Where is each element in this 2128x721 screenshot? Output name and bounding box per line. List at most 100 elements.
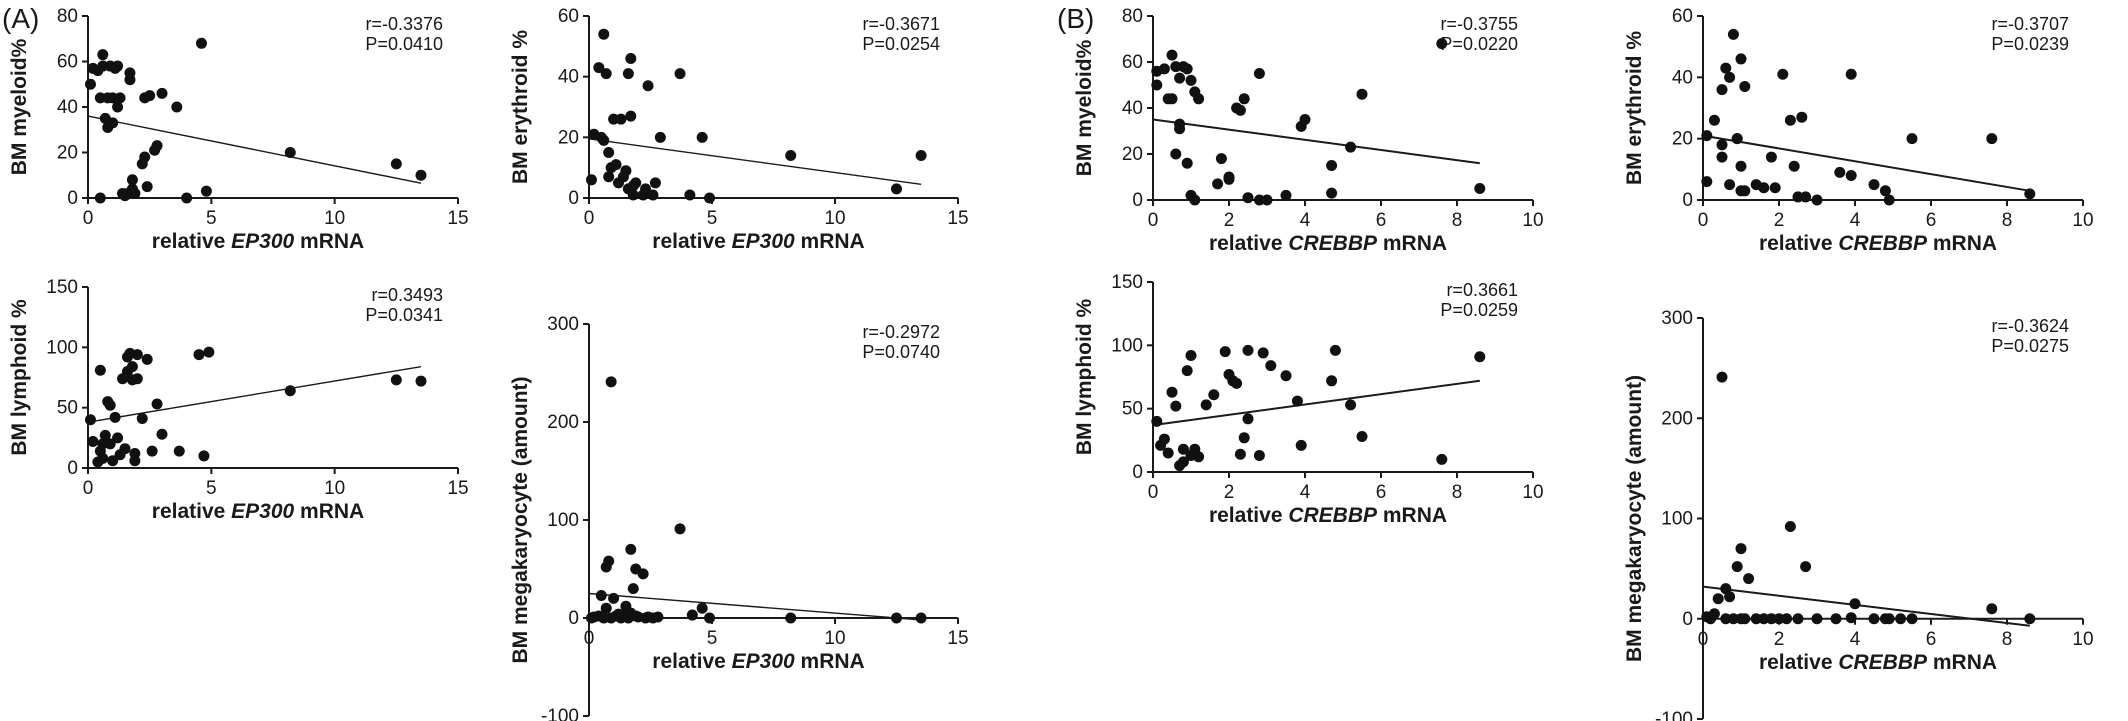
data-point [1280, 370, 1292, 382]
regression-line [1702, 134, 2030, 192]
data-point [1735, 53, 1747, 65]
y-axis-label: BM megakaryocyte (amount) [509, 376, 532, 663]
data-point [84, 78, 96, 90]
data-point [1174, 123, 1186, 135]
correlation-r: r=-0.3755 [1440, 14, 1518, 34]
data-point [141, 181, 153, 193]
data-point [1735, 160, 1747, 172]
data-point [1883, 613, 1895, 625]
data-point [593, 62, 605, 74]
data-point [891, 612, 902, 624]
regression-line [1152, 379, 1480, 427]
data-point [1261, 194, 1273, 206]
correlation-r: r=-0.3707 [1991, 14, 2069, 34]
data-point [2024, 613, 2036, 625]
data-point [87, 435, 99, 447]
y-tick-label: 100 [46, 337, 78, 358]
data-point [1295, 439, 1307, 451]
data-point [1234, 448, 1246, 460]
data-point [1906, 613, 1918, 625]
data-point [1474, 351, 1486, 363]
data-point [652, 611, 664, 623]
data-point [112, 432, 124, 444]
x-tick-label: 10 [1522, 482, 1543, 503]
data-point [1895, 613, 1907, 625]
p-value: P=0.0410 [365, 34, 443, 54]
data-point [625, 52, 637, 64]
data-point [1234, 104, 1246, 116]
x-tick-label: 10 [1522, 210, 1543, 231]
x-tick-label: 2 [1774, 210, 1785, 231]
data-point [1326, 375, 1338, 387]
x-tick-label: 2 [1224, 210, 1235, 231]
x-tick-label: 4 [1300, 210, 1311, 231]
x-tick-label: 10 [824, 628, 845, 649]
data-point [181, 192, 193, 204]
data-point [1724, 591, 1736, 603]
data-point [696, 131, 708, 143]
x-tick-label: 8 [1452, 210, 1463, 231]
data-point [390, 374, 402, 386]
p-value: P=0.0239 [1991, 34, 2069, 54]
y-tick-label: 80 [1122, 6, 1143, 27]
x-axis-label: relative CREBBP mRNA [1209, 504, 1447, 527]
x-tick-label: 2 [1224, 482, 1235, 503]
data-point [704, 612, 716, 624]
x-tick-label: 15 [947, 208, 968, 229]
data-point [891, 183, 902, 195]
data-point [598, 134, 610, 146]
y-tick-label: 20 [558, 127, 579, 148]
y-tick-label: 0 [1132, 462, 1143, 483]
data-point [595, 589, 607, 601]
data-point [1845, 68, 1857, 80]
data-point [1773, 613, 1785, 625]
correlation-r: r=0.3661 [1446, 280, 1518, 300]
data-point [1170, 400, 1182, 412]
data-point [1356, 88, 1368, 100]
data-point [1265, 360, 1277, 372]
correlation-r: r=-0.3671 [862, 14, 940, 34]
p-value: P=0.0220 [1440, 34, 1518, 54]
y-tick-label: 60 [1672, 6, 1693, 27]
data-point [1223, 171, 1235, 183]
data-point [173, 445, 185, 457]
data-point [1185, 349, 1197, 361]
data-point [615, 113, 627, 125]
data-point [1212, 178, 1224, 190]
data-point [704, 192, 716, 204]
x-tick-label: 15 [447, 478, 468, 499]
data-point [1701, 176, 1713, 188]
x-tick-label: 15 [947, 628, 968, 649]
data-point [1193, 93, 1205, 105]
x-tick-label: 10 [324, 208, 345, 229]
data-point [193, 349, 205, 361]
data-point [156, 87, 168, 99]
data-point [620, 165, 632, 177]
x-tick-label: 0 [1698, 629, 1709, 650]
data-point [1185, 74, 1197, 86]
data-point [915, 150, 927, 162]
regression-line [588, 138, 922, 186]
correlation-r: r=-0.2972 [862, 322, 940, 342]
data-point [1758, 182, 1770, 194]
x-axis-label: relative EP300 mRNA [652, 230, 864, 253]
x-tick-label: 8 [1452, 482, 1463, 503]
data-point [608, 592, 620, 604]
y-axis-label: BM megakaryocyte (amount) [1623, 375, 1646, 662]
x-axis-label: relative EP300 mRNA [152, 230, 364, 253]
x-axis-label: relative EP300 mRNA [152, 500, 364, 523]
data-point [649, 177, 661, 189]
data-point [284, 385, 296, 397]
data-point [1716, 151, 1728, 163]
data-point [647, 189, 659, 201]
data-point [1356, 431, 1368, 443]
y-tick-label: 300 [1661, 308, 1693, 329]
data-point [1784, 114, 1796, 126]
data-point [1792, 191, 1804, 203]
data-point [637, 568, 649, 580]
x-tick-label: 0 [584, 208, 595, 229]
x-tick-label: 8 [2002, 210, 2013, 231]
data-point [144, 90, 156, 102]
y-axis-label: BM lymphoid % [8, 299, 31, 456]
data-point [1830, 613, 1842, 625]
